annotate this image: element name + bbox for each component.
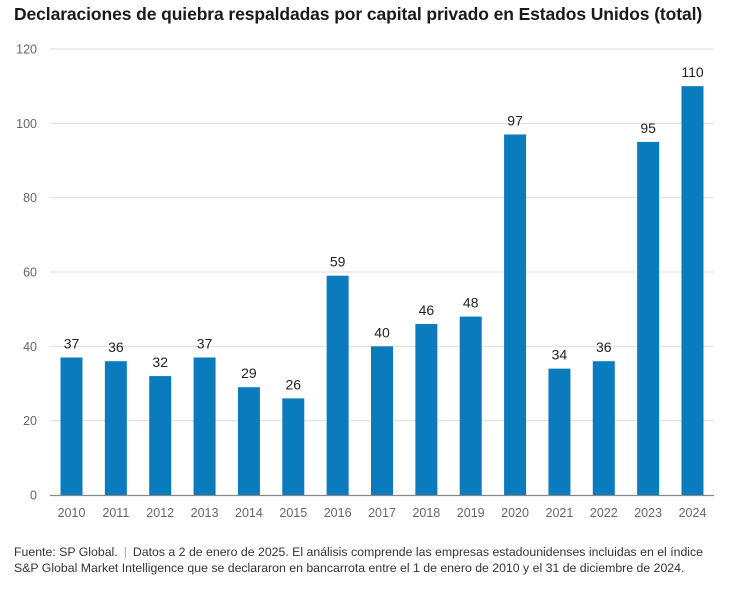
y-tick-label: 120	[16, 43, 37, 57]
x-tick-label: 2020	[501, 506, 529, 520]
x-tick-label: 2011	[102, 506, 129, 520]
value-label: 29	[241, 365, 257, 381]
bar	[237, 387, 260, 495]
x-tick-label: 2012	[146, 506, 174, 520]
x-tick-label: 2019	[457, 506, 485, 520]
y-tick-label: 100	[16, 117, 37, 131]
x-axis-ticks: 2010 2011 2012 2013 2014 2015 2016 2017 2018 2019…	[58, 506, 707, 520]
x-tick-label: 2021	[546, 506, 574, 520]
value-label: 36	[108, 339, 124, 355]
x-tick-label: 2016	[324, 506, 352, 520]
note-text: Datos a 2 de enero de 2025. El análisis …	[14, 545, 704, 575]
bar	[592, 361, 615, 495]
y-tick-label: 0	[30, 489, 37, 503]
value-label: 37	[64, 335, 80, 351]
x-tick-label: 2017	[368, 506, 396, 520]
separator: |	[123, 545, 127, 559]
source-text: Fuente: SP Global.	[14, 545, 118, 559]
value-labels: 37 36 32 37 29 26 59 40 46 48 97 34 36 95 110	[64, 64, 704, 392]
y-tick-label: 80	[23, 191, 37, 205]
x-tick-label: 2023	[634, 506, 662, 520]
bar	[681, 86, 704, 496]
bar	[149, 376, 172, 495]
y-tick-label: 40	[23, 340, 37, 354]
bar	[415, 324, 438, 495]
value-label: 36	[596, 339, 612, 355]
value-label: 97	[507, 112, 523, 128]
value-label: 26	[285, 376, 301, 392]
x-tick-label: 2010	[58, 506, 86, 520]
bar	[459, 316, 482, 495]
value-label: 32	[152, 354, 168, 370]
x-tick-label: 2018	[412, 506, 440, 520]
value-label: 34	[552, 347, 568, 363]
value-label: 48	[463, 295, 479, 311]
bar	[104, 361, 127, 495]
bar	[326, 275, 349, 495]
footer-note: Fuente: SP Global. | Datos a 2 de enero de…	[14, 544, 719, 576]
y-tick-label: 20	[23, 414, 37, 428]
x-tick-label: 2015	[279, 506, 307, 520]
bar	[637, 141, 660, 495]
bar	[371, 346, 393, 495]
y-axis-ticks: 0 20 40 60 80 100 120	[16, 43, 37, 503]
value-label: 110	[681, 64, 704, 80]
bar	[282, 398, 305, 495]
bar	[60, 357, 83, 495]
value-label: 40	[374, 324, 390, 340]
y-tick-label: 60	[23, 266, 37, 280]
x-tick-label: 2013	[191, 506, 219, 520]
value-label: 46	[419, 302, 435, 318]
value-label: 95	[640, 120, 656, 136]
bar	[504, 134, 527, 495]
x-tick-label: 2014	[235, 506, 263, 520]
chart-title: Declaraciones de quiebra respaldadas por…	[14, 4, 703, 24]
value-label: 59	[330, 254, 346, 270]
value-label: 37	[197, 335, 213, 351]
x-tick-label: 2022	[590, 506, 618, 520]
bar	[193, 357, 216, 495]
bar	[548, 368, 571, 495]
bars	[60, 86, 704, 496]
x-tick-label: 2024	[679, 506, 707, 520]
